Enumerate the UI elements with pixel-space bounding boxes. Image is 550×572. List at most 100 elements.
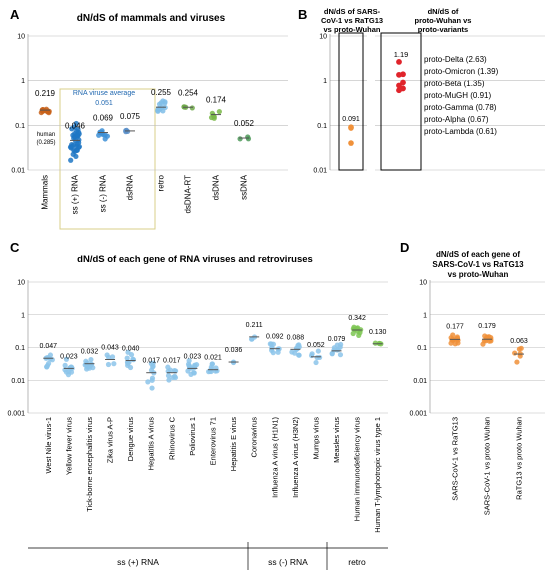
data-point — [130, 356, 136, 362]
panel-a-title: dN/dS of mammals and viruses — [77, 13, 226, 24]
data-point — [62, 362, 68, 368]
panel-d-title-line1: dN/dS of each gene of — [436, 250, 520, 259]
panel-d-title-line2: SARS-CoV-1 vs RaTG13 — [432, 260, 524, 269]
data-label: 0.046 — [65, 121, 86, 130]
panel-b1-title-line1: dN/dS of SARS- — [324, 7, 381, 16]
data-point — [71, 124, 77, 130]
x-tick-label: Influenza A virus (H3N2) — [291, 417, 300, 498]
x-tick-label: retro — [157, 174, 166, 191]
panel-b2-title-line3: proto-variants — [418, 25, 468, 34]
variant-legend: proto-Delta (2.63) proto-Omicron (1.39) … — [424, 55, 499, 136]
data-point — [75, 126, 81, 133]
data-label: 0.179 — [478, 323, 496, 330]
data-point — [47, 352, 54, 358]
data-point — [338, 341, 344, 348]
data-point — [155, 107, 161, 113]
data-point — [396, 71, 402, 78]
y-tick-label: 0.01 — [313, 168, 327, 175]
data-point — [309, 351, 315, 357]
data-label: 0.254 — [178, 88, 199, 97]
data-label: 0.017 — [163, 358, 181, 365]
x-tick-label: Poliovirus 1 — [188, 417, 197, 456]
data-point — [111, 361, 117, 367]
group-bar-c: ss (+) RNA ss (-) RNA retro — [28, 542, 388, 570]
data-point — [237, 136, 243, 142]
data-point — [44, 362, 51, 369]
y-tick-label: 0.01 — [413, 378, 427, 385]
human-value: (0.285) — [36, 140, 55, 146]
x-tick-label: Human immunodeficiency virus — [353, 417, 362, 521]
data-point — [128, 352, 135, 358]
panel-b2-title-line2: proto-Wuhan vs — [415, 16, 472, 25]
data-point — [296, 352, 302, 358]
data-point — [88, 362, 94, 368]
human-label: human — [37, 132, 55, 138]
data-label: 0.021 — [204, 355, 222, 362]
data-point — [269, 345, 275, 351]
legend-item-proto-beta: proto-Beta (1.35) — [424, 79, 485, 88]
x-tick-label: RaTG13 vs proto Wuhan — [515, 417, 524, 500]
data-point — [452, 341, 458, 347]
data-point — [189, 105, 195, 111]
data-point — [74, 132, 80, 138]
data-point — [186, 358, 192, 364]
y-tick-label: 0.1 — [15, 123, 25, 130]
x-tick-label: SARS-CoV-1 vs proto Wuhan — [483, 417, 492, 515]
data-point — [43, 106, 49, 112]
data-point — [450, 332, 456, 338]
data-point — [73, 153, 79, 160]
y-tick-label: 0.1 — [15, 345, 25, 352]
data-point — [127, 364, 134, 371]
data-label: 0.052 — [307, 342, 325, 349]
panel-b1-title-line3: vs proto-Wuhan — [324, 25, 381, 34]
data-point — [313, 359, 319, 366]
data-point — [331, 345, 337, 351]
rna-average-value: 0.051 — [95, 100, 113, 107]
data-label: 0.130 — [369, 329, 387, 336]
data-label: 0.063 — [510, 338, 528, 345]
data-point — [482, 333, 488, 339]
x-tick-label: Rhinovirus C — [167, 416, 176, 460]
data-point — [105, 361, 112, 368]
data-point — [245, 134, 251, 140]
data-label: 0.052 — [234, 119, 255, 128]
data-label: 0.211 — [246, 322, 263, 329]
data-label: 0.040 — [122, 346, 140, 353]
legend-item-proto-gamma: proto-Gamma (0.78) — [424, 103, 497, 112]
data-point — [275, 349, 281, 355]
group-label-ssminus: ss (-) RNA — [268, 557, 308, 567]
y-tick-label: 10 — [17, 280, 25, 287]
x-tick-label: Hepatitis A virus — [147, 417, 156, 471]
data-label: 0.036 — [225, 347, 243, 354]
data-point — [372, 340, 378, 346]
x-tick-label: Mammals — [41, 175, 50, 210]
panel-b1-frame — [338, 32, 364, 171]
x-tick-label: Human T-lymphotropic virus type 1 — [373, 417, 382, 533]
data-label: 0.255 — [151, 88, 172, 97]
group-label-ssplus: ss (+) RNA — [117, 557, 159, 567]
x-tick-label: Dengue virus — [126, 417, 135, 461]
x-tick-label: Yellow fever virus — [64, 417, 73, 475]
x-tick-label: Tick-borne encephalitis virus — [85, 417, 94, 512]
group-label-retro: retro — [348, 557, 366, 567]
data-point — [248, 336, 255, 342]
x-tick-label: Measles virus — [332, 417, 341, 463]
data-point — [317, 354, 323, 361]
data-label: 0.043 — [101, 345, 119, 352]
data-point — [337, 352, 344, 358]
data-point — [396, 87, 402, 94]
data-label: 0.342 — [348, 315, 366, 322]
data-point — [88, 356, 94, 363]
data-point — [109, 354, 116, 360]
plots: 10 1 0.1 0.01 0.219 Mammals 0.046 ss (+) RNA 0.0… — [7, 32, 545, 533]
panel-letter-b: B — [298, 7, 307, 22]
data-point — [267, 341, 273, 347]
data-label: 0.088 — [287, 334, 305, 341]
x-tick-label: SARS-CoV-1 vs RaTG13 — [451, 417, 460, 501]
y-tick-label: 0.01 — [11, 168, 25, 175]
data-label: 1.19 — [394, 50, 409, 59]
data-point — [145, 379, 151, 385]
x-tick-label: Zika virus A-P — [106, 417, 115, 463]
data-point — [315, 348, 321, 354]
